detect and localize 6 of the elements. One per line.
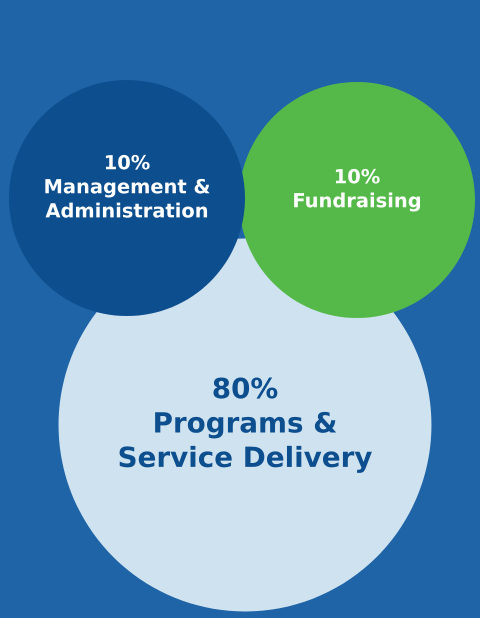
category-label: Management & Administration	[45, 178, 210, 218]
data-label: 80%	[213, 378, 278, 399]
category-label: Programs & Service Delivery	[120, 412, 372, 473]
category-label: Fundraising	[294, 192, 420, 212]
data-label: 10%	[336, 168, 380, 184]
data-label: 10%	[106, 154, 150, 170]
